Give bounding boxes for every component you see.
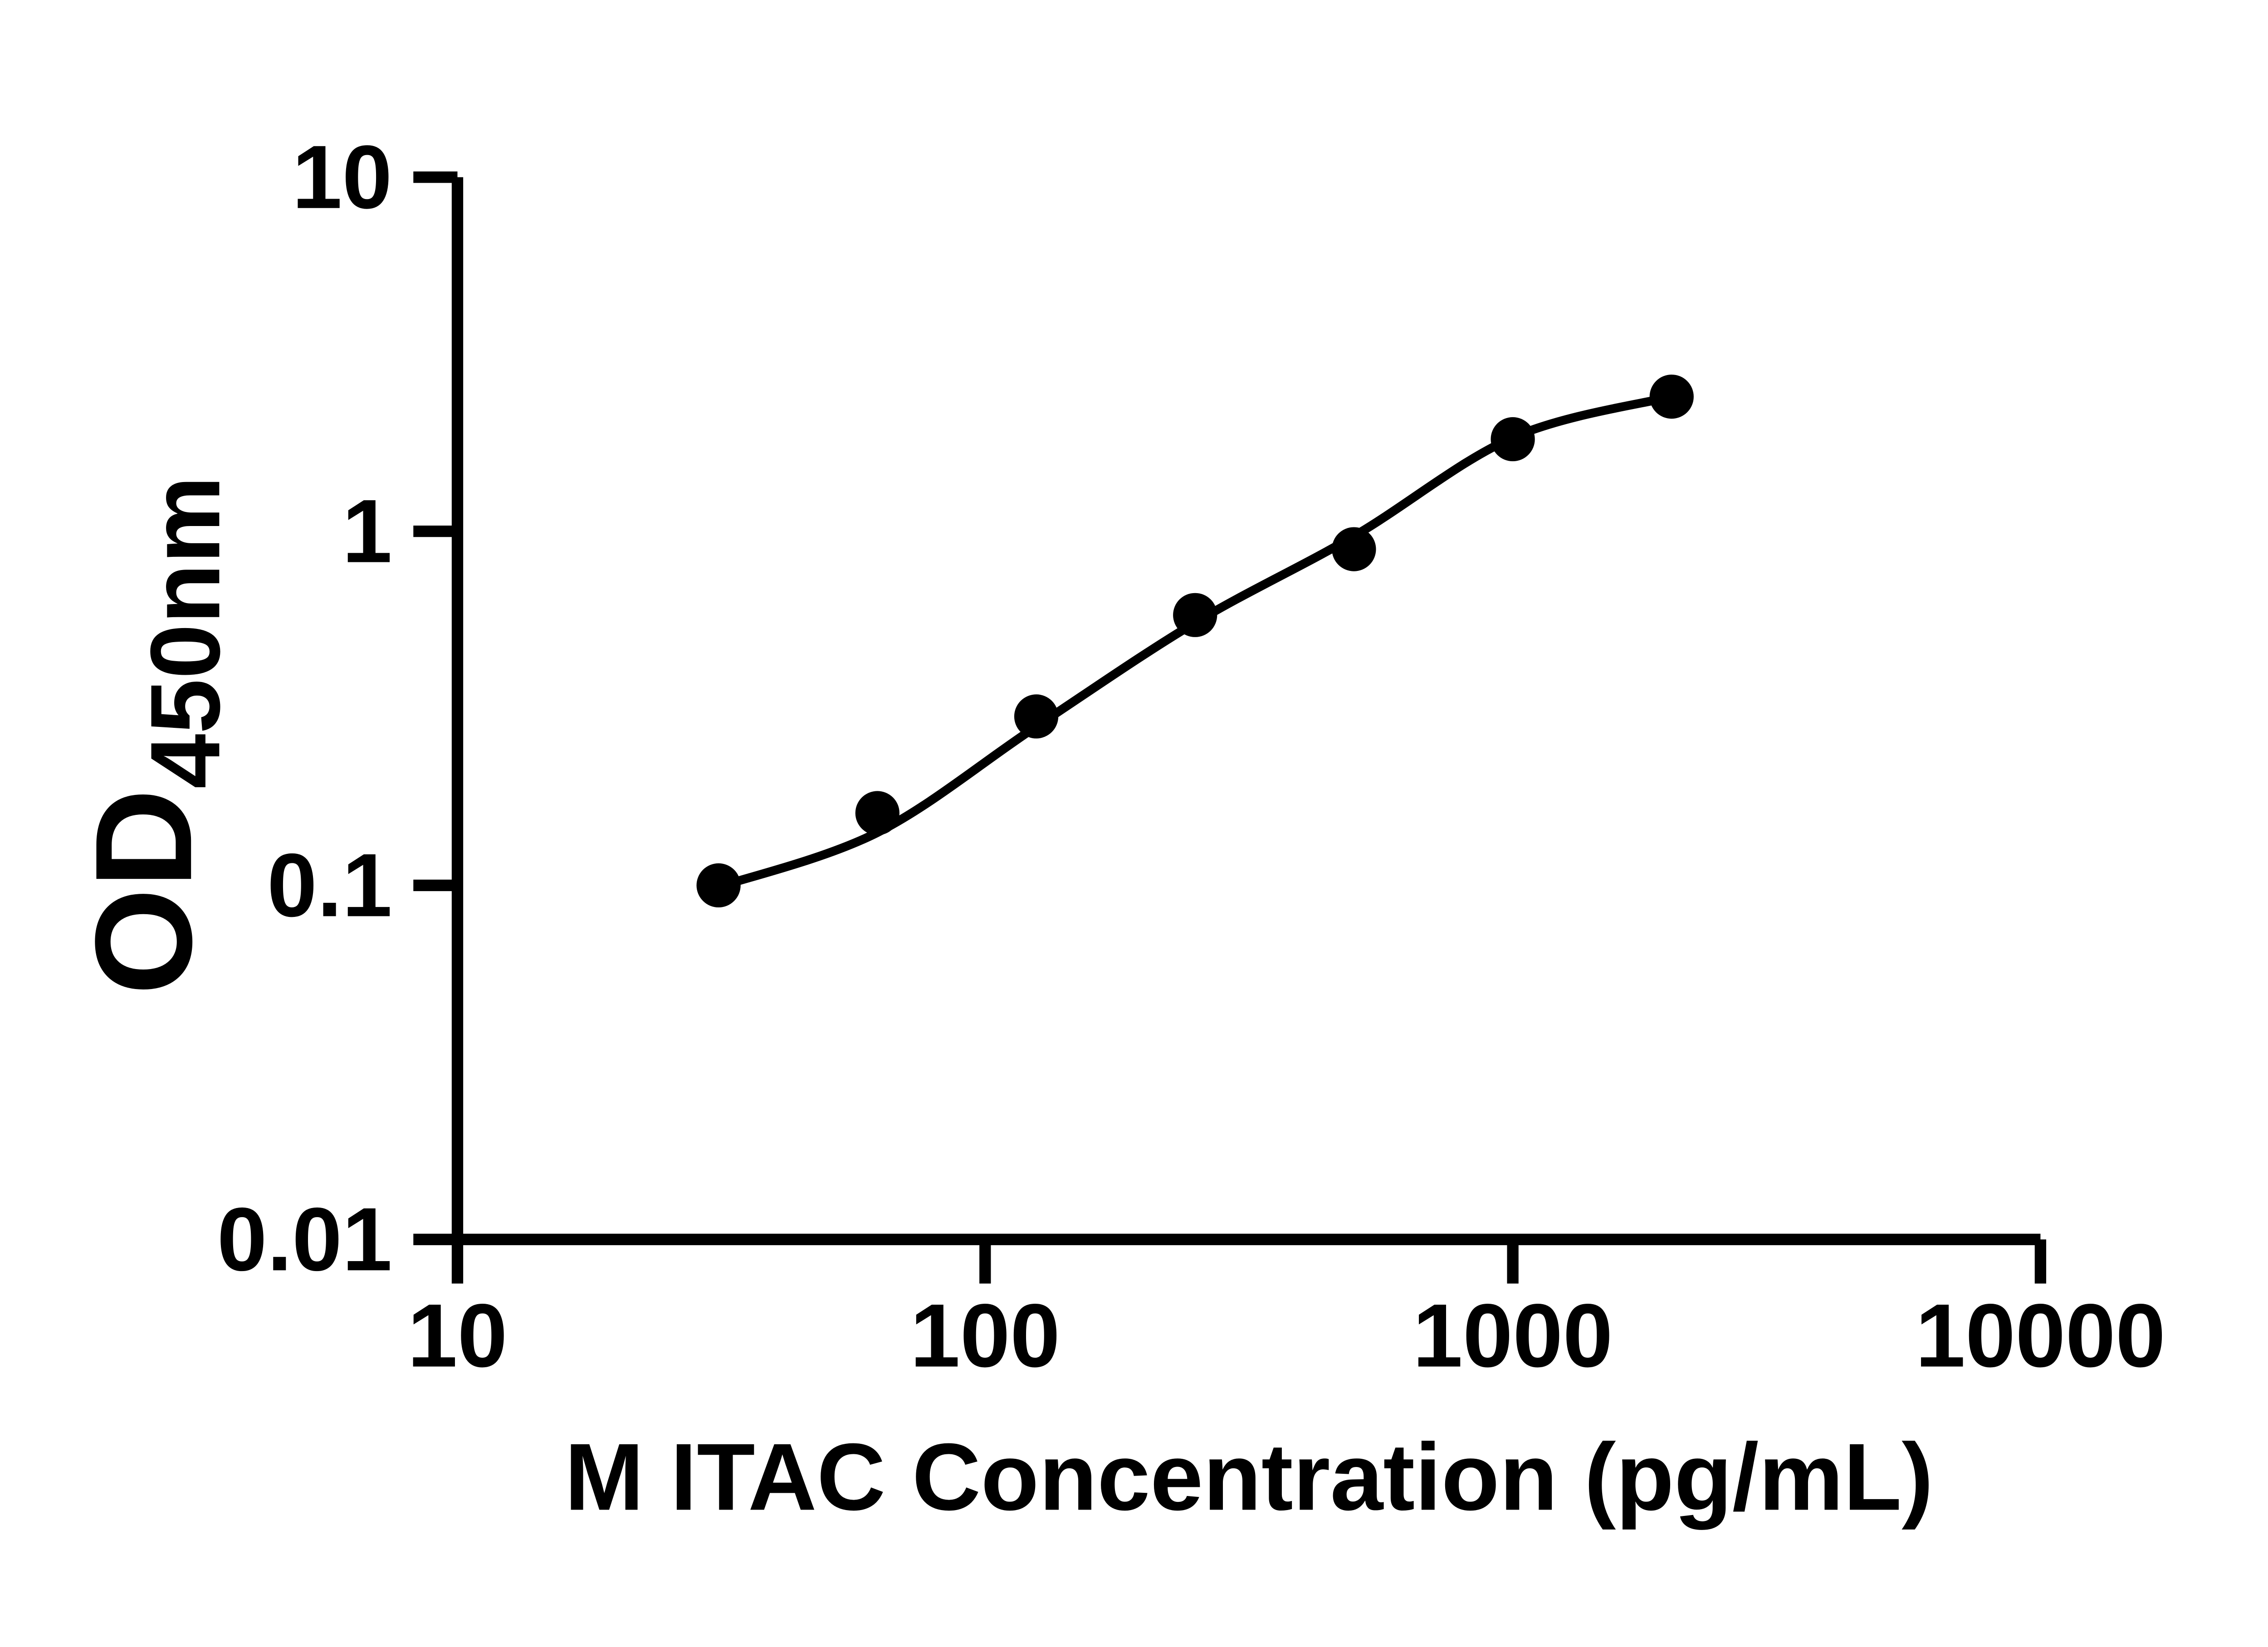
data-point xyxy=(1014,694,1058,738)
x-tick-label: 1000 xyxy=(1413,1285,1613,1386)
x-tick-label: 100 xyxy=(910,1285,1060,1386)
y-tick-label: 0.1 xyxy=(267,835,392,936)
y-axis-title: OD450nm xyxy=(67,476,240,995)
y-tick-label: 1 xyxy=(342,481,392,581)
x-tick-label: 10000 xyxy=(1916,1285,2166,1386)
data-point xyxy=(1173,593,1217,637)
y-tick-label: 0.01 xyxy=(217,1189,392,1290)
y-axis-title-base: OD xyxy=(67,789,220,995)
data-point xyxy=(855,791,899,835)
x-tick-label: 10 xyxy=(407,1285,508,1386)
y-tick-label: 10 xyxy=(292,127,392,227)
data-point xyxy=(1650,375,1694,419)
axis-spine xyxy=(457,177,2040,1239)
data-point xyxy=(697,863,741,907)
data-point xyxy=(1332,527,1376,571)
x-axis-title: M ITAC Concentration (pg/mL) xyxy=(565,1423,1934,1530)
data-point xyxy=(1491,417,1535,461)
y-axis-title-subscript: 450nm xyxy=(130,476,240,789)
